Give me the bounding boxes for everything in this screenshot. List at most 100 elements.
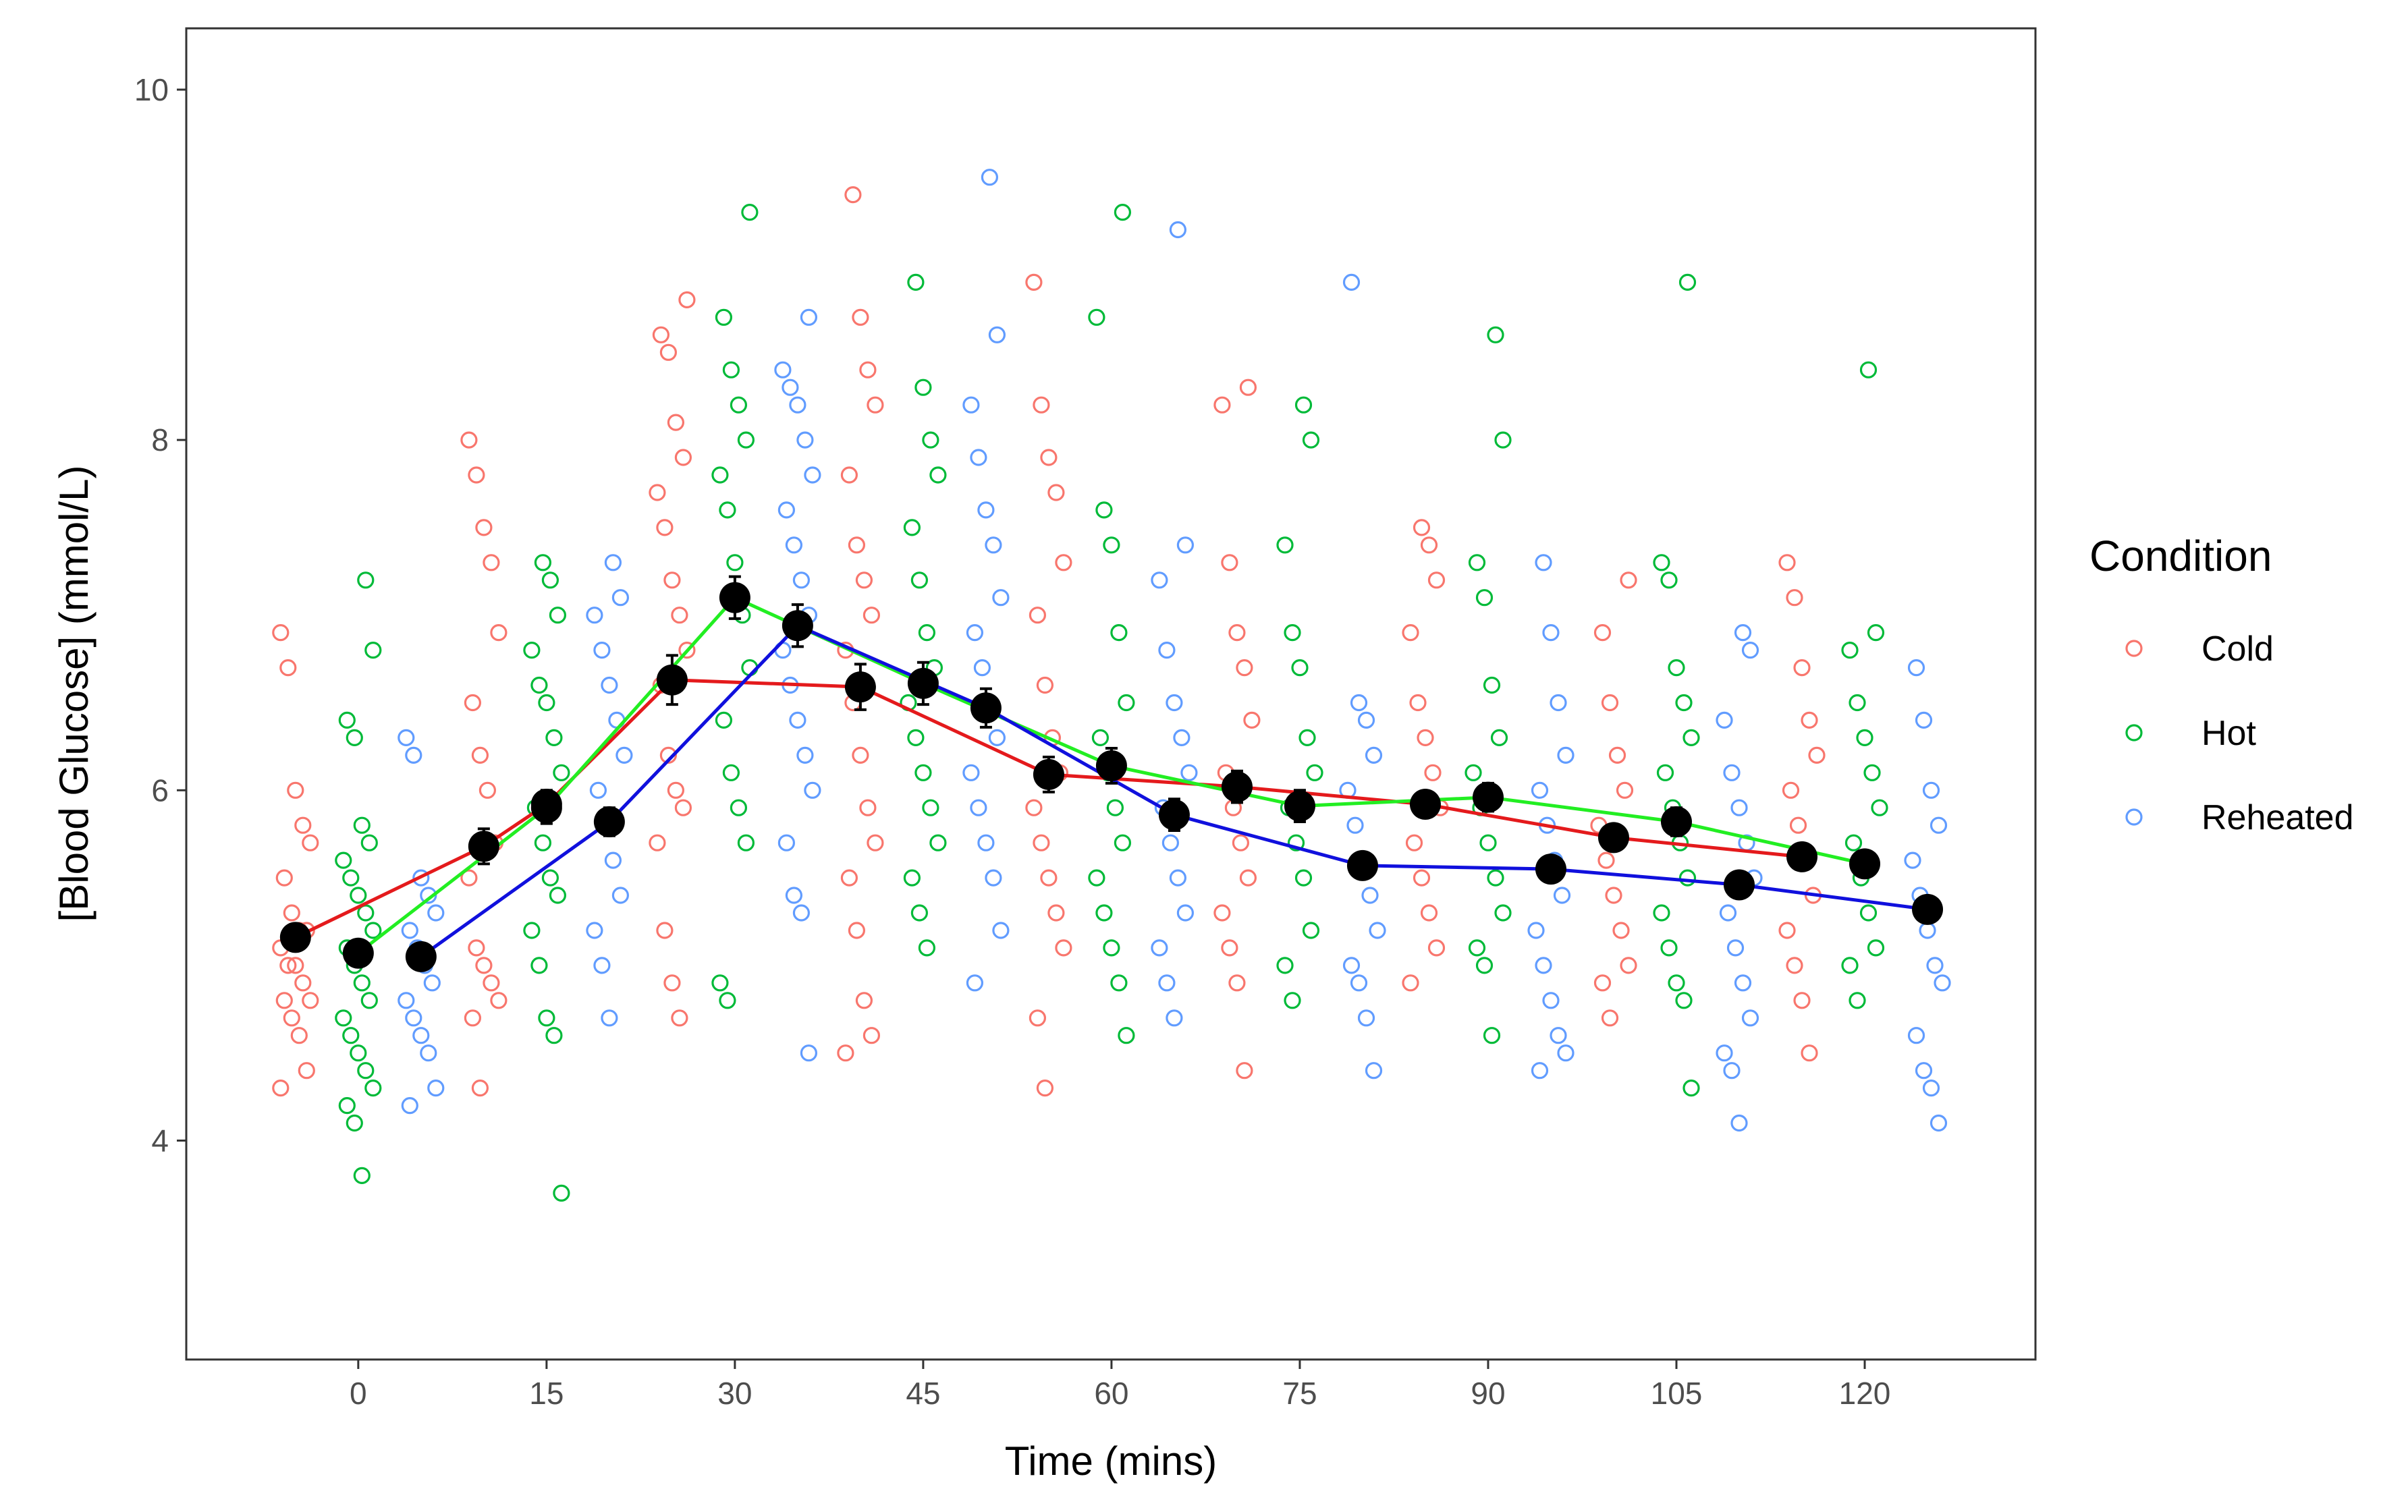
data-point-cold xyxy=(1055,939,1072,957)
data-point-cold xyxy=(478,781,497,799)
data-point-hot xyxy=(523,922,541,939)
data-point-hot xyxy=(553,764,570,781)
data-point-cold xyxy=(1221,554,1238,571)
data-point-hot xyxy=(1291,659,1309,677)
data-point-hot xyxy=(545,1027,563,1044)
data-point-hot xyxy=(353,974,371,992)
data-point-cold xyxy=(1417,729,1434,747)
data-point-cold xyxy=(671,1009,688,1027)
data-point-cold xyxy=(840,466,858,484)
data-point-reheated xyxy=(1930,1114,1948,1132)
mean-marker-hot xyxy=(1284,790,1315,822)
data-point-reheated xyxy=(1922,781,1940,799)
data-point-hot xyxy=(737,834,755,851)
data-point-cold xyxy=(1221,939,1238,957)
mean-marker-reheated xyxy=(1535,853,1566,885)
data-point-reheated xyxy=(1734,974,1752,992)
data-point-hot xyxy=(922,431,939,449)
data-point-hot xyxy=(1294,396,1313,414)
data-point-reheated xyxy=(604,554,622,571)
legend: Condition Cold Hot Reheated xyxy=(2089,532,2354,837)
data-point-hot xyxy=(1844,834,1863,851)
data-point-cold xyxy=(867,396,884,414)
mean-marker-reheated xyxy=(1724,869,1755,901)
data-point-cold xyxy=(649,484,666,501)
data-point-hot xyxy=(910,571,929,589)
data-point-hot xyxy=(346,1114,363,1132)
data-point-reheated xyxy=(398,992,415,1009)
mean-marker-reheated xyxy=(593,806,625,838)
data-point-cold xyxy=(1040,449,1058,466)
data-point-reheated xyxy=(1915,711,1933,729)
data-point-cold xyxy=(1047,904,1065,922)
data-point-hot xyxy=(538,694,555,712)
data-point-reheated xyxy=(1369,922,1386,939)
data-point-reheated xyxy=(586,607,603,624)
data-point-hot xyxy=(1660,939,1678,957)
x-tick-label: 0 xyxy=(350,1376,367,1411)
data-point-cold xyxy=(1228,623,1246,642)
data-point-reheated xyxy=(401,922,418,939)
data-point-hot xyxy=(1287,834,1305,851)
data-point-reheated xyxy=(1926,957,1944,974)
data-point-reheated xyxy=(1169,221,1187,239)
data-point-reheated xyxy=(992,589,1010,607)
data-point-cold xyxy=(859,361,877,379)
data-point-cold xyxy=(1402,974,1419,992)
data-point-reheated xyxy=(782,379,799,396)
data-point-cold xyxy=(460,431,478,449)
mean-marker-hot xyxy=(530,792,562,824)
data-point-cold xyxy=(863,607,881,624)
data-point-reheated xyxy=(792,904,811,922)
data-point-cold xyxy=(1605,887,1622,904)
data-point-cold xyxy=(483,554,500,571)
data-point-cold xyxy=(1786,957,1803,974)
data-point-reheated xyxy=(785,887,803,904)
data-point-cold xyxy=(1616,781,1634,799)
data-point-cold xyxy=(275,869,293,887)
mean-marker-hot xyxy=(1660,806,1692,838)
data-point-cold xyxy=(1420,904,1438,922)
mean-marker-cold xyxy=(656,664,688,696)
data-point-hot xyxy=(914,764,932,781)
data-point-reheated xyxy=(774,361,792,379)
data-point-cold xyxy=(287,781,304,799)
data-point-reheated xyxy=(1166,694,1183,712)
data-point-reheated xyxy=(977,834,995,851)
data-point-cold xyxy=(867,834,884,851)
data-point-cold xyxy=(1029,607,1047,624)
data-point-cold xyxy=(1025,273,1043,291)
data-point-cold xyxy=(1409,694,1427,712)
data-point-reheated xyxy=(1151,571,1168,589)
data-point-cold xyxy=(848,536,866,554)
data-point-reheated xyxy=(800,308,818,326)
data-point-hot xyxy=(364,641,382,659)
mean-marker-hot xyxy=(1095,750,1127,781)
mean-marker-hot xyxy=(1849,848,1881,880)
data-point-hot xyxy=(1483,1027,1501,1044)
data-point-hot xyxy=(1103,939,1120,957)
data-point-hot xyxy=(1859,904,1878,922)
data-point-cold xyxy=(844,186,862,204)
data-point-cold xyxy=(302,992,319,1009)
y-tick-label: 6 xyxy=(151,773,169,808)
data-point-hot xyxy=(1475,957,1494,974)
data-point-reheated xyxy=(405,746,422,764)
data-point-cold xyxy=(859,799,877,816)
data-point-reheated xyxy=(412,1027,430,1044)
data-point-hot xyxy=(1475,589,1494,607)
data-point-hot xyxy=(553,1184,570,1202)
x-axis: 0 15 30 45 60 75 90 105 120 xyxy=(350,1360,1890,1411)
data-point-cold xyxy=(848,922,866,939)
legend-title: Condition xyxy=(2089,532,2272,580)
data-point-cold xyxy=(1786,589,1803,607)
data-point-cold xyxy=(667,781,685,799)
data-point-hot xyxy=(346,729,363,747)
data-point-cold xyxy=(464,694,482,712)
data-point-reheated xyxy=(1166,1009,1183,1027)
data-point-cold xyxy=(1036,1079,1054,1097)
x-tick-label: 105 xyxy=(1651,1376,1703,1411)
data-point-hot xyxy=(541,571,559,589)
data-point-reheated xyxy=(992,922,1010,939)
